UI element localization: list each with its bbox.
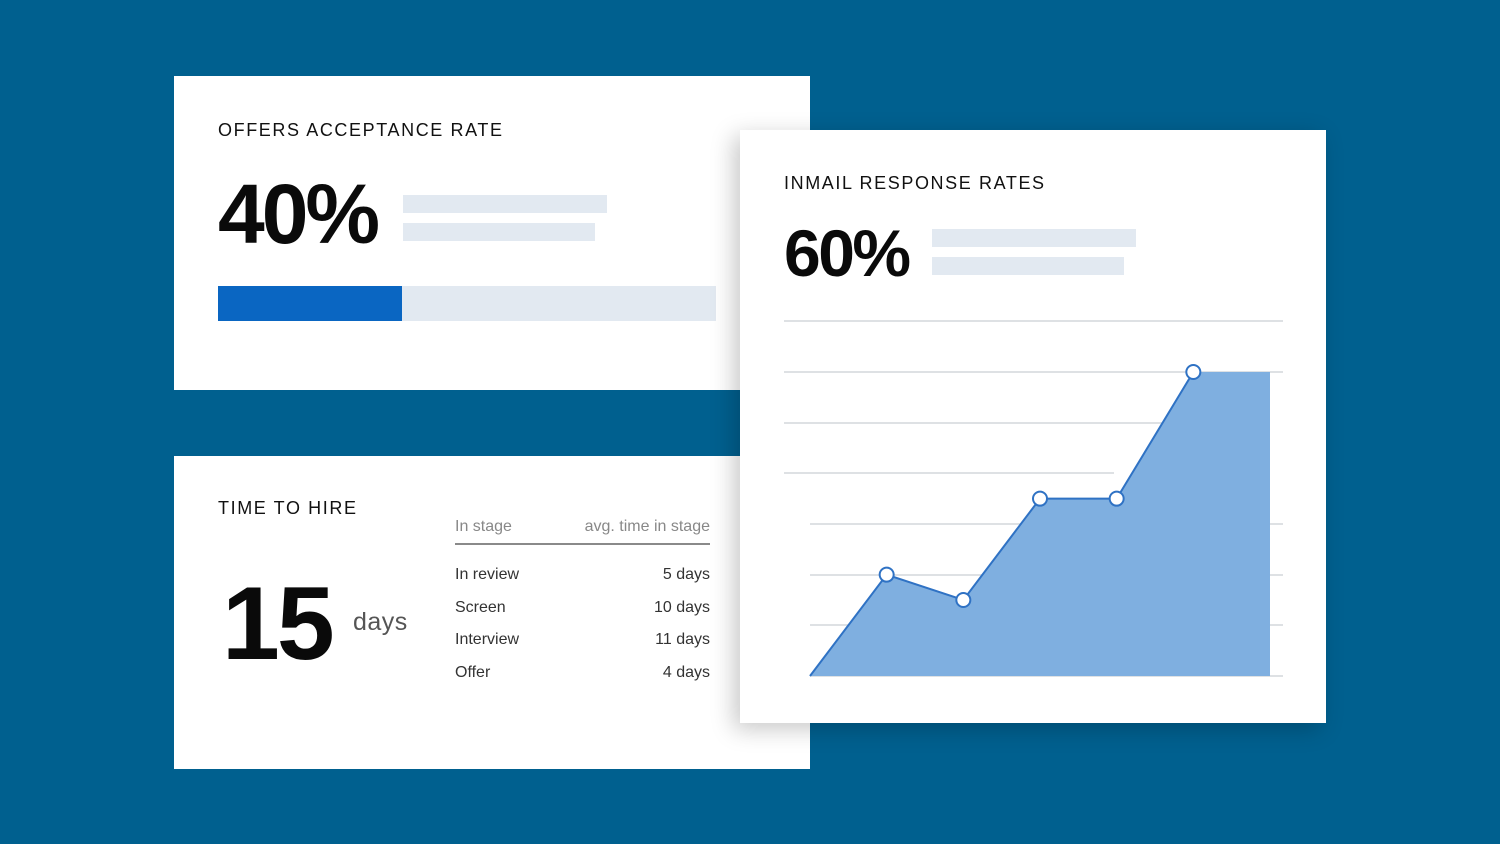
stage-name: Interview bbox=[455, 631, 520, 648]
offers-acceptance-card: OFFERS ACCEPTANCE RATE 40% bbox=[174, 76, 810, 390]
series-line bbox=[809, 371, 1195, 677]
offers-card-title: OFFERS ACCEPTANCE RATE bbox=[218, 120, 504, 140]
offers-value: 40% bbox=[218, 167, 380, 261]
inmail-placeholder-line-2 bbox=[932, 257, 1124, 275]
offers-progress-fill bbox=[218, 286, 403, 321]
hire-value: 15 bbox=[222, 566, 335, 682]
stage-time: 4 days bbox=[662, 663, 710, 681]
chart-points bbox=[878, 364, 1202, 608]
data-point bbox=[955, 592, 972, 608]
table-row: Offer 4 days bbox=[455, 657, 710, 690]
offers-progress-track bbox=[218, 286, 716, 321]
chart-area-group bbox=[809, 371, 1270, 677]
offers-placeholder-line-2 bbox=[403, 223, 595, 241]
data-point bbox=[1032, 490, 1048, 507]
stage-time: 5 days bbox=[662, 566, 710, 583]
data-point bbox=[1108, 490, 1125, 507]
stage-name: Offer bbox=[455, 663, 491, 681]
table-row: Interview 11 days bbox=[455, 624, 710, 657]
header-time: avg. time in stage bbox=[584, 518, 710, 535]
inmail-response-card: INMAIL RESPONSE RATES 60% bbox=[740, 130, 1326, 723]
offers-placeholder-line-1 bbox=[403, 195, 607, 213]
data-point bbox=[878, 566, 895, 583]
stage-time: 11 days bbox=[655, 631, 710, 648]
inmail-card-title: INMAIL RESPONSE RATES bbox=[784, 173, 1046, 193]
hire-card-title: TIME TO HIRE bbox=[218, 498, 358, 518]
table-row: In review 5 days bbox=[455, 559, 710, 592]
stage-table: In stage avg. time in stage In review 5 … bbox=[455, 518, 710, 689]
stage-name: Screen bbox=[455, 598, 506, 616]
area-series bbox=[810, 372, 1270, 676]
stage-time: 10 days bbox=[653, 598, 710, 616]
hire-unit: days bbox=[353, 608, 408, 636]
stage-table-header: In stage avg. time in stage bbox=[455, 518, 710, 545]
data-point bbox=[1185, 364, 1202, 380]
inmail-placeholder-line-1 bbox=[932, 229, 1136, 247]
stage-name: In review bbox=[455, 566, 520, 583]
time-to-hire-card: TIME TO HIRE 15 days In stage avg. time … bbox=[174, 456, 810, 769]
inmail-area-chart bbox=[784, 320, 1283, 677]
inmail-value: 60% bbox=[784, 216, 911, 290]
table-row: Screen 10 days bbox=[455, 592, 710, 625]
header-stage: In stage bbox=[455, 518, 512, 535]
